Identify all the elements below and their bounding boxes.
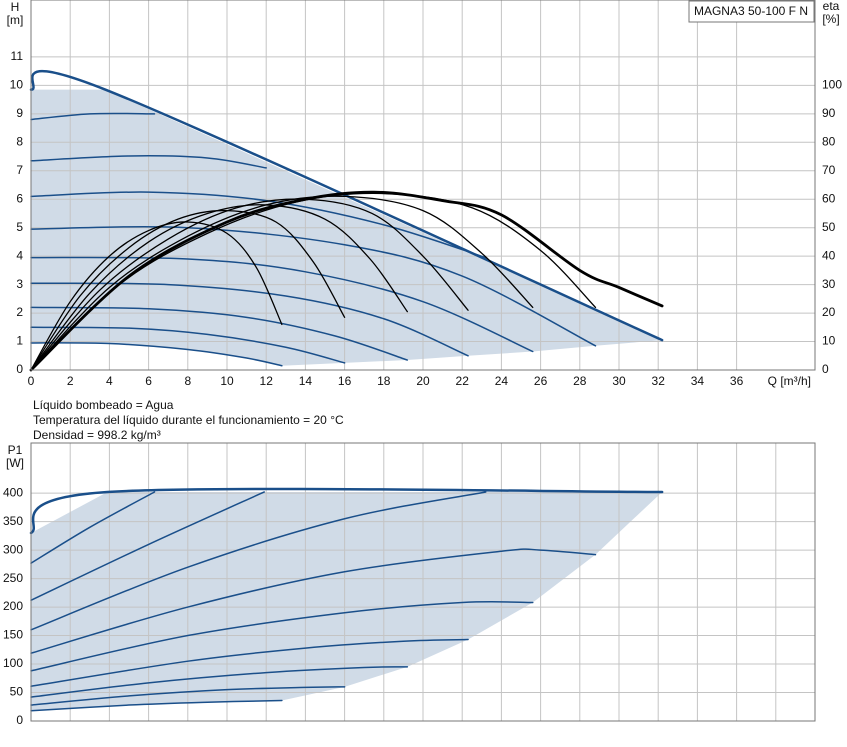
- y-tick-label: 50: [10, 685, 24, 699]
- plot: [29, 0, 816, 372]
- y2-axis-unit: [%]: [822, 12, 839, 26]
- curve: [30, 112, 156, 121]
- note: Densidad = 998.2 kg/m³: [33, 428, 161, 442]
- curve: [30, 491, 487, 631]
- y-tick-label: 5: [16, 220, 23, 234]
- plot-frame: [30, 442, 816, 722]
- x-tick-label: 34: [691, 374, 705, 388]
- efficiency-curve: [29, 190, 664, 372]
- x-tick-label: 28: [573, 374, 587, 388]
- curve: [30, 548, 597, 654]
- x-tick-label: 12: [260, 374, 274, 388]
- y-tick-label: 350: [3, 514, 23, 528]
- y-tick-label: 100: [3, 656, 23, 670]
- y-tick-label: 9: [16, 106, 23, 120]
- y-axis-unit: [W]: [6, 456, 24, 470]
- efficiency-curve: [30, 209, 346, 371]
- y-tick-label: 150: [3, 628, 23, 642]
- y-tick-label: 0: [16, 713, 23, 727]
- y-tick-label: 300: [3, 542, 23, 556]
- efficiency-curve: [30, 195, 534, 371]
- plot: [29, 442, 816, 722]
- x-tick-label: 4: [106, 374, 113, 388]
- x-axis-label: Q [m³/h]: [768, 374, 811, 388]
- y2-tick-label: 10: [822, 334, 836, 348]
- y-tick-label: 10: [10, 78, 24, 92]
- x-tick-label: 14: [299, 374, 313, 388]
- y-tick-label: 0: [16, 362, 23, 376]
- y-tick-label: 200: [3, 599, 23, 613]
- y-tick-label: 1: [16, 334, 23, 348]
- curve: [29, 487, 664, 535]
- y-axis-unit: [m]: [7, 13, 24, 27]
- curve: [30, 306, 409, 361]
- x-tick-label: 20: [416, 374, 430, 388]
- curve: [30, 191, 487, 259]
- y-axis-label: P1: [8, 443, 23, 457]
- x-tick-label: 16: [338, 374, 352, 388]
- x-tick-label: 32: [652, 374, 666, 388]
- x-tick-label: 10: [220, 374, 234, 388]
- curve: [30, 638, 469, 687]
- curve: [30, 226, 597, 347]
- y-tick-label: 4: [16, 248, 23, 262]
- x-tick-label: 30: [612, 374, 626, 388]
- y2-tick-label: 100: [822, 78, 842, 92]
- y2-tick-label: 40: [822, 248, 836, 262]
- y-tick-label: 2: [16, 305, 23, 319]
- y-tick-label: 250: [3, 571, 23, 585]
- y-tick-label: 8: [16, 134, 23, 148]
- chart-title: MAGNA3 50-100 F N: [694, 4, 808, 18]
- curve: [30, 256, 534, 353]
- y2-tick-label: 50: [822, 220, 836, 234]
- operating-range: [31, 491, 663, 711]
- y-tick-label: 11: [11, 49, 24, 63]
- y2-tick-label: 0: [822, 362, 829, 376]
- curve: [30, 342, 283, 367]
- x-tick-label: 26: [534, 374, 548, 388]
- x-tick-label: 24: [495, 374, 509, 388]
- y-tick-label: 6: [16, 191, 23, 205]
- y2-tick-label: 60: [822, 191, 836, 205]
- x-tick-label: 6: [145, 374, 152, 388]
- curve: [29, 69, 664, 342]
- y-tick-label: 400: [3, 485, 23, 499]
- curve: [30, 155, 267, 169]
- y2-tick-label: 90: [822, 106, 836, 120]
- x-tick-label: 36: [730, 374, 744, 388]
- note: Líquido bombeado = Agua: [33, 398, 174, 412]
- efficiency-curve: [30, 204, 408, 371]
- y-tick-label: 7: [16, 163, 23, 177]
- curve: [30, 600, 534, 672]
- plot-frame: [30, 0, 816, 371]
- x-tick-label: 18: [377, 374, 391, 388]
- y2-axis-label: eta: [823, 0, 840, 13]
- curve: [30, 699, 283, 712]
- x-tick-label: 22: [456, 374, 470, 388]
- x-tick-label: 0: [28, 374, 35, 388]
- y2-tick-label: 80: [822, 134, 836, 148]
- curve: [30, 326, 346, 364]
- y2-tick-label: 20: [822, 305, 836, 319]
- title-box: [688, 0, 815, 23]
- y2-tick-label: 30: [822, 277, 836, 291]
- curve: [30, 686, 346, 706]
- note: Temperatura del líquido durante el funci…: [33, 413, 344, 427]
- y-tick-label: 3: [16, 277, 23, 291]
- y2-tick-label: 70: [822, 163, 836, 177]
- curve: [30, 491, 265, 601]
- y-axis-label: H: [11, 0, 20, 14]
- x-tick-label: 8: [184, 374, 191, 388]
- efficiency-curve: [30, 198, 469, 371]
- curve: [30, 666, 409, 698]
- curve: [30, 491, 156, 564]
- x-tick-label: 2: [67, 374, 74, 388]
